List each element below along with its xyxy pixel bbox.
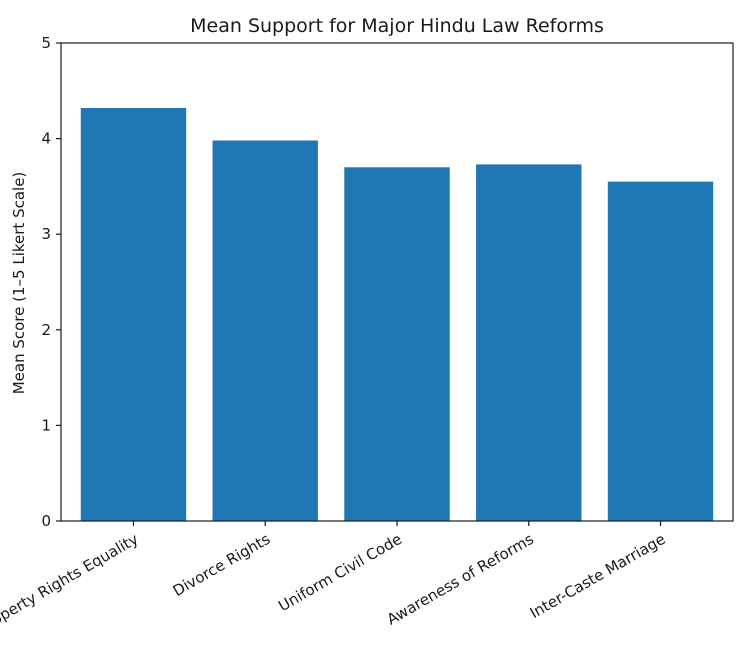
y-tick-label-0: 0 [41, 512, 51, 530]
y-axis: 0 1 2 3 4 5 [41, 34, 61, 530]
x-tick-label-1: Divorce Rights [170, 530, 274, 600]
bar-3 [476, 164, 582, 521]
bars-group [80, 108, 714, 521]
x-tick-label-2: Uniform Civil Code [275, 530, 405, 615]
y-tick-label-5: 5 [41, 34, 51, 52]
x-tick-label-3: Awareness of Reforms [384, 530, 537, 629]
bar-0 [80, 108, 187, 521]
y-tick-label-2: 2 [41, 321, 51, 339]
y-tick-label-3: 3 [41, 225, 51, 243]
bar-2 [344, 167, 450, 521]
x-tick-label-4: Inter-Caste Marriage [527, 530, 669, 622]
y-tick-label-1: 1 [41, 416, 51, 434]
x-tick-label-0: Property Rights Equality [0, 530, 142, 636]
y-tick-label-4: 4 [41, 130, 51, 148]
chart-title: Mean Support for Major Hindu Law Reforms [190, 15, 604, 37]
bar-1 [212, 140, 318, 521]
bar-4 [607, 181, 714, 521]
y-axis-label: Mean Score (1–5 Likert Scale) [10, 172, 28, 395]
plot-frame [60, 42, 734, 522]
x-axis: Property Rights Equality Divorce Rights Un… [0, 521, 669, 636]
